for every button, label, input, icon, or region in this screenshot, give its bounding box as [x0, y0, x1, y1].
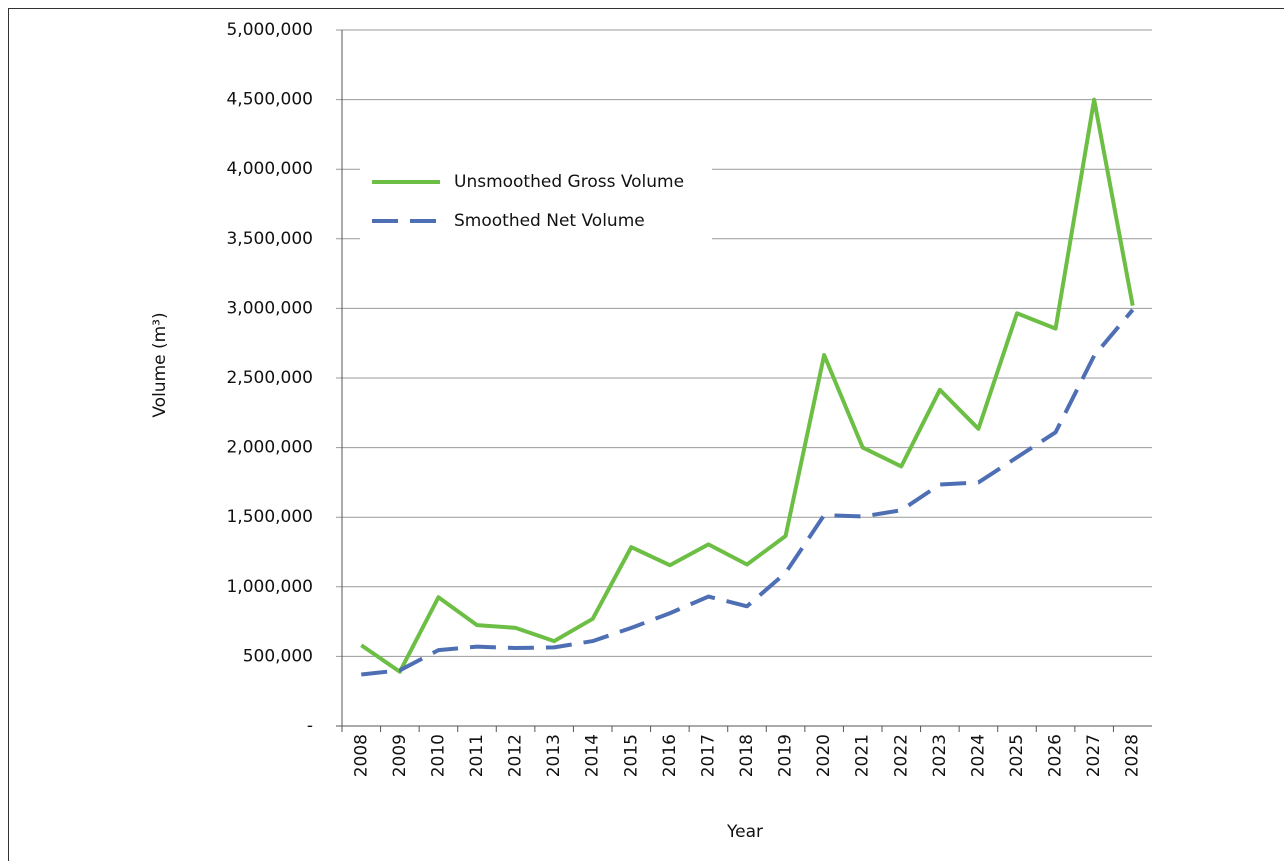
legend-label: Unsmoothed Gross Volume [454, 172, 684, 192]
x-tick-label: 2017 [698, 734, 718, 777]
x-tick-label: 2028 [1123, 734, 1143, 777]
y-tick-label: 2,500,000 [226, 368, 313, 388]
x-tick-label: 2025 [1007, 734, 1027, 777]
frame [8, 8, 1284, 861]
x-tick-label: 2022 [891, 734, 911, 777]
y-tick-label: 4,500,000 [226, 90, 313, 110]
series-line [360, 97, 1135, 674]
y-tick-label: 4,000,000 [226, 159, 313, 179]
y-tick-label: 3,500,000 [226, 229, 313, 249]
y-tick-label: 3,000,000 [226, 298, 313, 318]
x-tick-label: 2015 [621, 734, 641, 777]
x-tick-label: 2023 [930, 734, 950, 777]
y-tick-label: 1,500,000 [226, 507, 313, 527]
y-tick-label: 1,000,000 [226, 577, 313, 597]
x-tick-label: 2009 [390, 734, 410, 777]
x-tick-label: 2019 [776, 734, 796, 777]
x-tick-label: 2013 [544, 734, 564, 777]
y-tick-label: 500,000 [243, 646, 313, 666]
x-tick-label: 2021 [853, 734, 873, 777]
x-tick-label: 2010 [428, 734, 448, 777]
y-tick-label: - [307, 716, 313, 736]
x-axis-label: Year [726, 822, 763, 842]
x-tick-label: 2008 [351, 734, 371, 777]
x-tick-label: 2027 [1084, 734, 1104, 777]
x-tick-label: 2026 [1046, 734, 1066, 777]
legend-box [360, 160, 712, 240]
x-tick-label: 2024 [968, 734, 988, 777]
x-tick-label: 2011 [467, 734, 487, 777]
x-tick-label: 2014 [583, 734, 603, 777]
y-tick-label: 5,000,000 [226, 20, 313, 40]
x-tick-label: 2012 [506, 734, 526, 777]
y-tick-label: 2,000,000 [226, 438, 313, 458]
legend-label: Smoothed Net Volume [454, 211, 645, 231]
series-line [361, 308, 1135, 677]
x-tick-label: 2018 [737, 734, 757, 777]
x-tick-label: 2016 [660, 734, 680, 777]
x-tick-label: 2020 [814, 734, 834, 777]
y-axis-label: Volume (m³) [150, 312, 170, 417]
